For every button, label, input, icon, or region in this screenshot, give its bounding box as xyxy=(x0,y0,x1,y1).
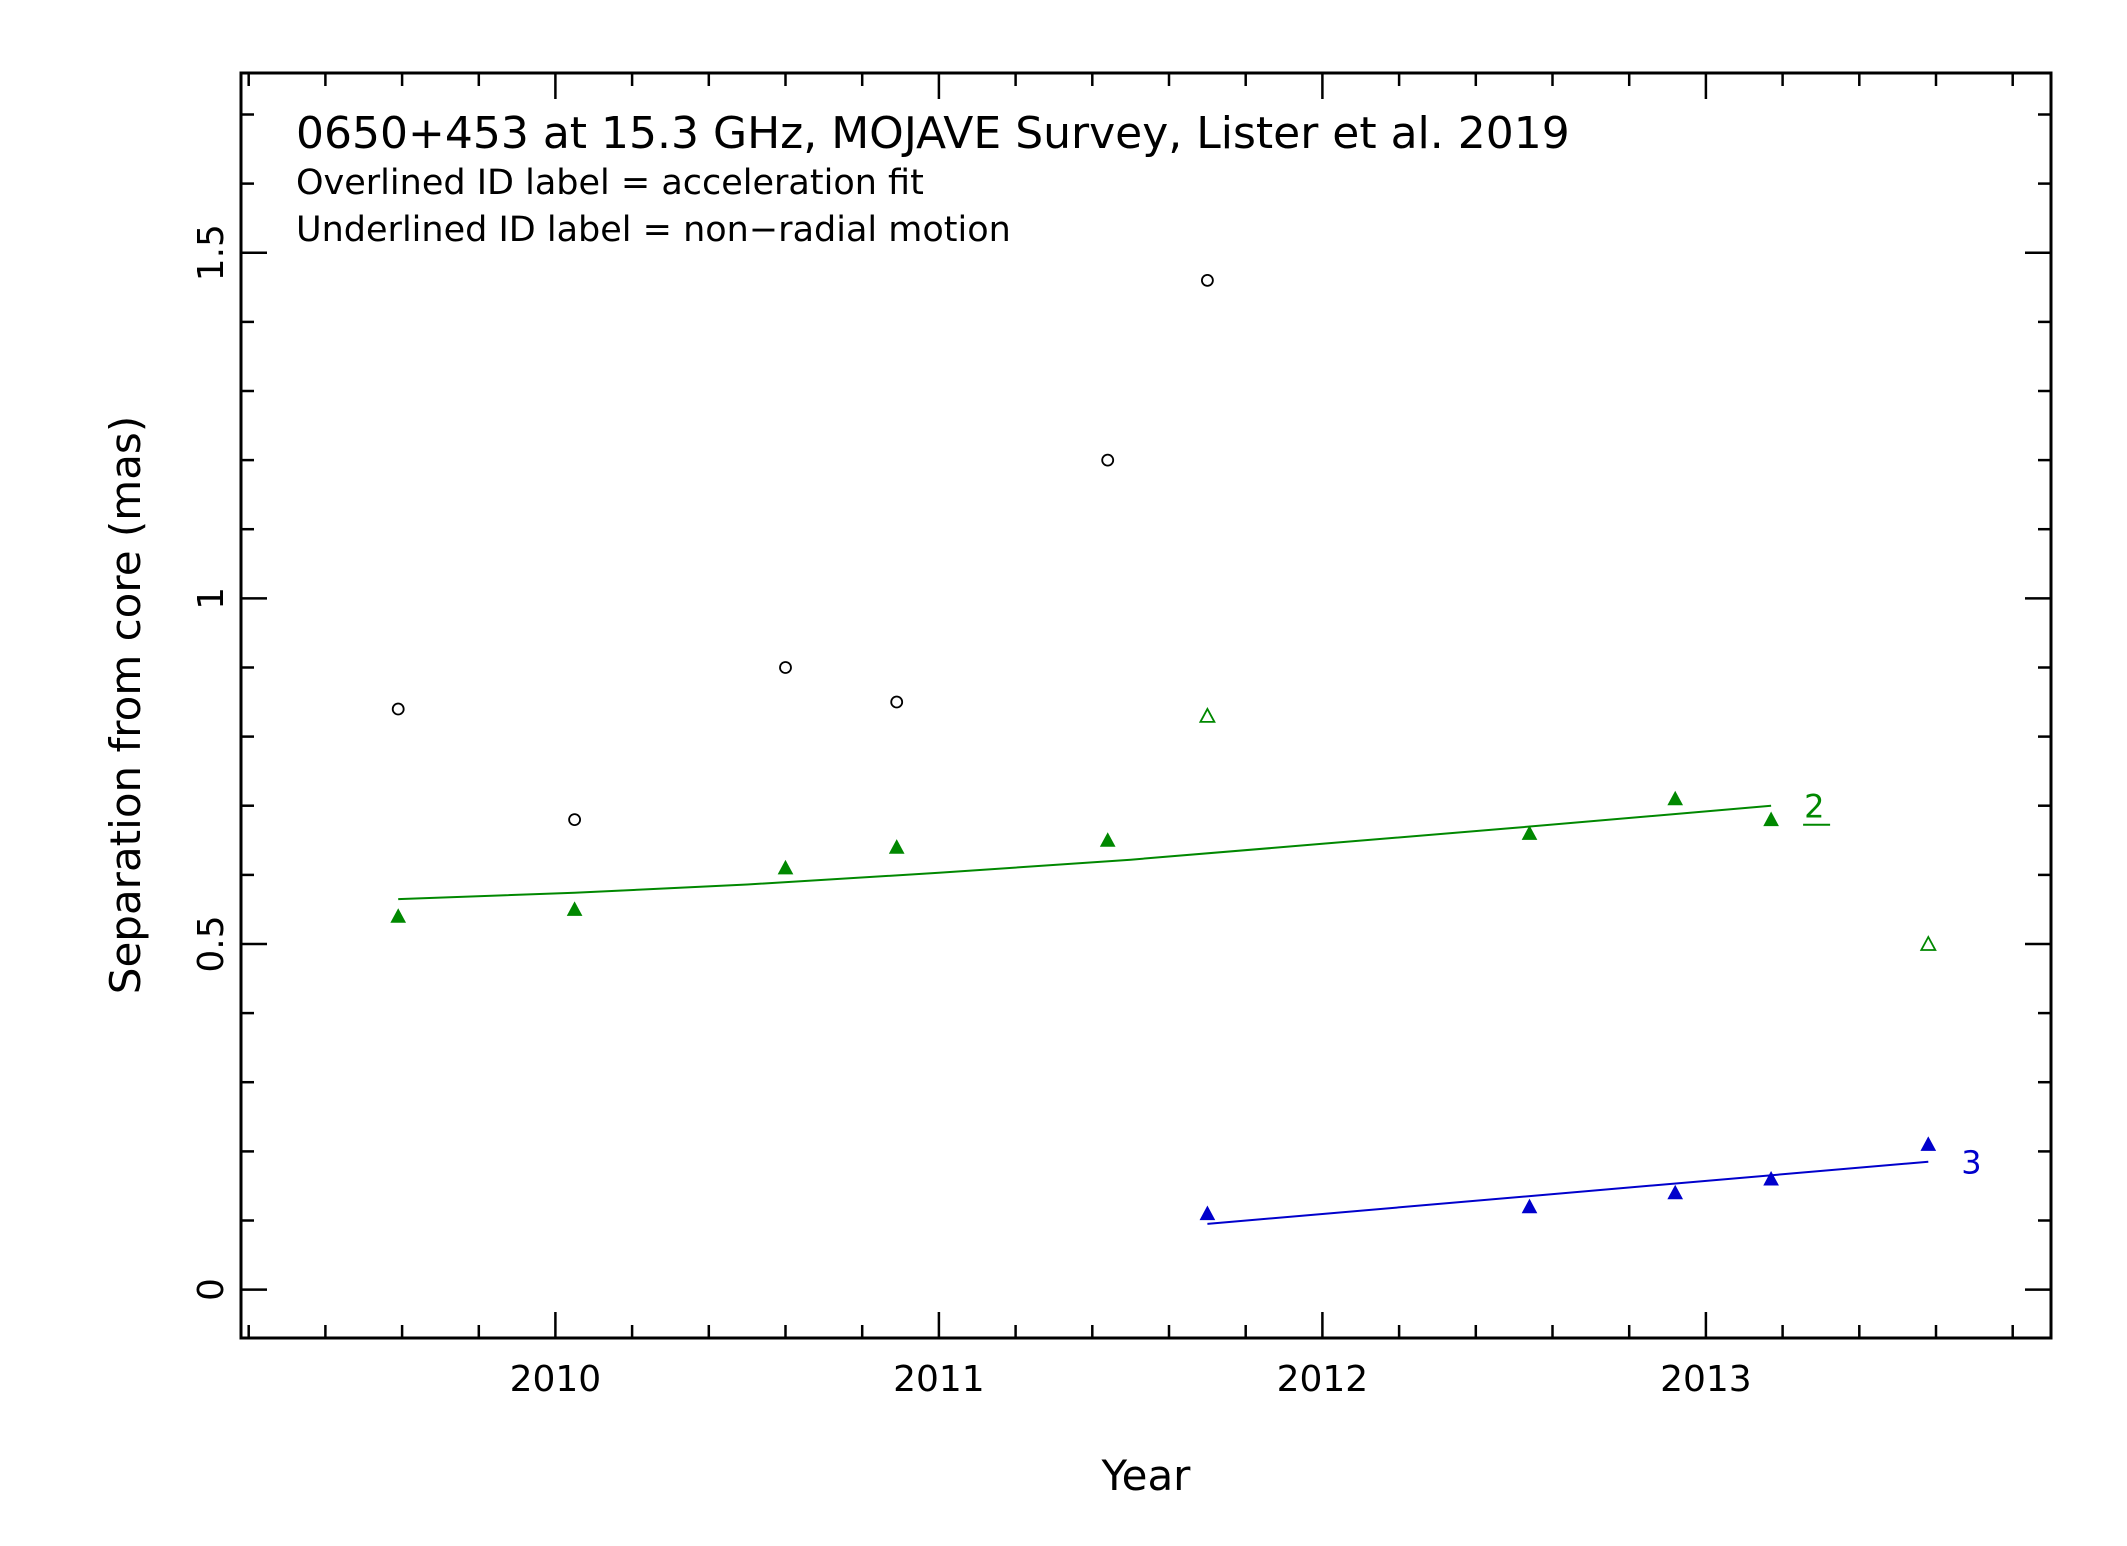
data-point xyxy=(391,702,405,716)
data-point xyxy=(777,859,794,875)
data-point xyxy=(1521,1198,1538,1214)
data-point xyxy=(1521,825,1538,840)
data-point xyxy=(566,901,583,916)
data-point xyxy=(1099,832,1116,847)
data-point xyxy=(568,813,581,826)
note-non-radial: Underlined ID label = non−radial motion xyxy=(296,210,1011,250)
x-tick-label: 2010 xyxy=(510,1359,602,1400)
tick-labels: 2010 2011 2012 2013 0 0.5 1 1.5 xyxy=(191,224,1752,1400)
data-point xyxy=(1763,811,1779,827)
data-point xyxy=(1199,1205,1216,1221)
x-tick-label: 2011 xyxy=(893,1359,985,1400)
data-point xyxy=(779,661,792,674)
data-point xyxy=(888,839,905,854)
fit-line xyxy=(398,804,1772,901)
data-point xyxy=(1763,1170,1779,1186)
series-label: 2 xyxy=(1804,788,1824,826)
y-tick-label: 1.5 xyxy=(191,224,232,281)
data-point-unused xyxy=(1919,935,1937,951)
axis-ticks xyxy=(241,73,2051,1338)
series-labels: 23 xyxy=(1803,788,1982,1182)
data-point xyxy=(1667,790,1684,806)
x-tick-label: 2013 xyxy=(1660,1359,1752,1400)
x-axis-label: Year xyxy=(1101,1451,1192,1500)
y-tick-label: 0 xyxy=(191,1278,232,1301)
x-tick-label: 2012 xyxy=(1277,1359,1369,1400)
data-point-unused xyxy=(1198,707,1216,723)
fit-lines xyxy=(398,804,1929,1225)
note-acceleration: Overlined ID label = acceleration fit xyxy=(296,163,924,203)
data-point xyxy=(1201,273,1214,287)
plot-frame xyxy=(239,71,2053,1340)
data-point xyxy=(890,695,904,709)
data-point xyxy=(1920,1136,1937,1151)
y-tick-label: 1 xyxy=(191,587,232,610)
y-tick-label: 0.5 xyxy=(191,915,232,972)
chart-title: 0650+453 at 15.3 GHz, MOJAVE Survey, Lis… xyxy=(296,108,1570,159)
data-point xyxy=(1667,1184,1684,1200)
data-point xyxy=(1101,453,1115,467)
data-point xyxy=(390,908,407,923)
series-label: 3 xyxy=(1961,1144,1981,1182)
y-axis-label: Separation from core (mas) xyxy=(101,416,150,994)
fit-line xyxy=(1207,1160,1929,1225)
data-points xyxy=(390,273,1937,1221)
